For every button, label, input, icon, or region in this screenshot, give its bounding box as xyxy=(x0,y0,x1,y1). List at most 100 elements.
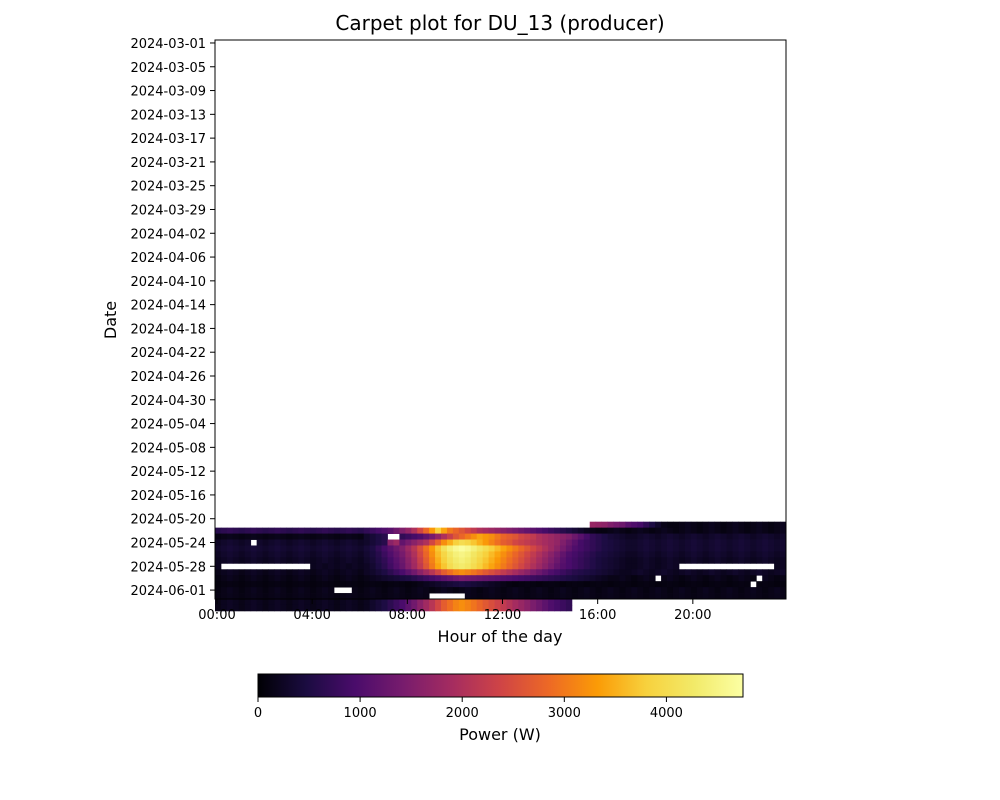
heatmap-cell xyxy=(238,599,246,606)
heatmap-cell xyxy=(607,521,614,529)
heatmap-cell xyxy=(375,569,382,576)
heatmap-cell xyxy=(619,557,626,564)
heatmap-cell xyxy=(238,575,246,582)
heatmap-cell xyxy=(405,587,412,594)
heatmap-cell xyxy=(714,551,721,558)
heatmap-cell xyxy=(316,527,323,534)
heatmap-cell xyxy=(565,539,573,546)
heatmap-cell xyxy=(506,527,513,534)
heatmap-cell xyxy=(542,604,549,612)
heatmap-cell xyxy=(339,533,347,540)
heatmap-cell xyxy=(322,599,329,606)
heatmap-cell xyxy=(625,521,632,529)
heatmap-cell xyxy=(625,527,632,534)
heatmap-cell xyxy=(286,545,293,552)
heatmap-cell xyxy=(732,521,739,529)
heatmap-cell xyxy=(363,545,371,552)
heatmap-cell xyxy=(298,575,305,582)
heatmap-cell xyxy=(667,581,674,588)
heatmap-cell xyxy=(286,539,293,546)
heatmap-cell xyxy=(363,593,371,600)
heatmap-cell xyxy=(601,551,608,558)
heatmap-cell xyxy=(494,539,501,546)
heatmap-cell xyxy=(322,587,329,594)
heatmap-cell xyxy=(244,569,252,576)
heatmap-cell xyxy=(726,581,733,588)
heatmap-cell xyxy=(316,604,323,612)
heatmap-cell xyxy=(774,533,781,540)
heatmap-cell xyxy=(756,545,763,552)
heatmap-cell xyxy=(595,539,603,546)
heatmap-cell xyxy=(333,551,341,558)
heatmap-cell xyxy=(339,557,347,564)
heatmap-cell xyxy=(512,527,519,534)
heatmap-cell xyxy=(577,545,585,552)
heatmap-cell xyxy=(684,533,692,540)
heatmap-cell xyxy=(470,604,478,612)
heatmap-cell xyxy=(351,569,359,576)
heatmap-cell xyxy=(280,533,287,540)
heatmap-cell xyxy=(328,569,335,576)
heatmap-cell xyxy=(577,551,585,558)
heatmap-cell xyxy=(643,569,650,576)
heatmap-cell xyxy=(405,551,412,558)
heatmap-cell xyxy=(643,521,650,529)
heatmap-cell xyxy=(631,551,638,558)
heatmap-cell xyxy=(274,569,281,576)
heatmap-cell xyxy=(708,521,716,529)
heatmap-cell xyxy=(565,581,573,588)
heatmap-cell xyxy=(548,599,555,606)
heatmap-cell xyxy=(446,587,454,594)
heatmap-cell xyxy=(357,527,365,534)
heatmap-cell xyxy=(256,533,263,540)
heatmap-cell xyxy=(220,569,228,576)
heatmap-cell xyxy=(226,545,234,552)
heatmap-cell xyxy=(316,575,323,582)
heatmap-cell xyxy=(226,533,234,540)
heatmap-cell xyxy=(292,545,299,552)
heatmap-cell xyxy=(720,581,727,588)
heatmap-cell xyxy=(738,533,745,540)
heatmap-cell xyxy=(482,539,490,546)
heatmap-cell xyxy=(768,527,775,534)
heatmap-cell xyxy=(226,575,234,582)
heatmap-cell xyxy=(298,533,305,540)
heatmap-cell xyxy=(375,533,382,540)
heatmap-cell xyxy=(446,557,454,564)
heatmap-cell xyxy=(286,527,293,534)
heatmap-cell xyxy=(423,599,430,606)
heatmap-cell xyxy=(417,593,424,600)
heatmap-cell xyxy=(589,593,597,600)
heatmap-cell xyxy=(363,569,371,576)
heatmap-cell xyxy=(470,557,478,564)
heatmap-cell xyxy=(702,545,710,552)
heatmap-cell xyxy=(250,557,258,564)
heatmap-cell xyxy=(536,563,543,570)
heatmap-cell xyxy=(637,593,644,600)
heatmap-cell xyxy=(256,527,263,534)
y-tick-label: 2024-04-18 xyxy=(130,322,206,337)
heatmap-cell xyxy=(328,563,335,570)
heatmap-cell xyxy=(554,551,561,558)
heatmap-cell xyxy=(738,539,745,546)
heatmap-cell xyxy=(649,575,656,582)
heatmap-cell xyxy=(595,557,603,564)
heatmap-cell xyxy=(435,599,442,606)
heatmap-cell xyxy=(762,575,769,582)
heatmap-cell xyxy=(720,539,727,546)
heatmap-cell xyxy=(571,575,579,582)
heatmap-cell xyxy=(226,569,234,576)
heatmap-cell xyxy=(607,557,614,564)
heatmap-cell xyxy=(708,581,716,588)
heatmap-cell xyxy=(232,587,240,594)
heatmap-cell xyxy=(351,575,359,582)
heatmap-cell xyxy=(441,527,448,534)
heatmap-cell xyxy=(512,599,519,606)
heatmap-cell xyxy=(215,551,222,558)
heatmap-cell xyxy=(357,599,365,606)
heatmap-cell xyxy=(381,587,388,594)
heatmap-cell xyxy=(750,557,757,564)
heatmap-cell xyxy=(310,539,317,546)
heatmap-cell xyxy=(494,599,501,606)
heatmap-cell xyxy=(667,593,674,600)
